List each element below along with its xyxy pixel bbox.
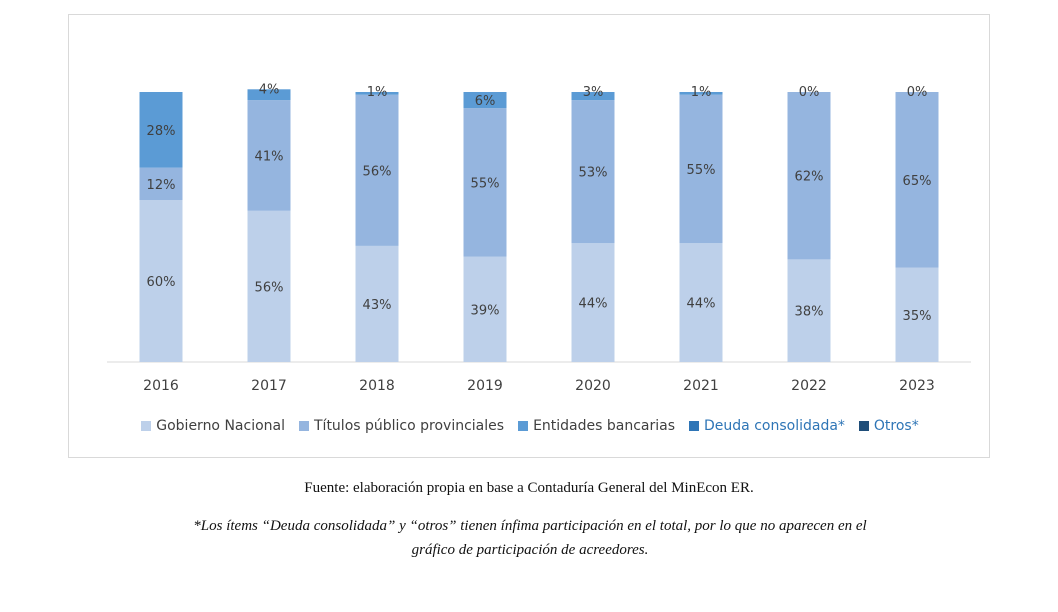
- x-tick-label: 2023: [899, 378, 935, 394]
- bar-segment: [679, 92, 723, 95]
- data-label: 44%: [687, 297, 716, 312]
- legend-item: Deuda consolidada*: [689, 418, 845, 434]
- data-label: 60%: [147, 275, 176, 290]
- bar-segment: [679, 94, 723, 244]
- x-tick-label: 2019: [467, 378, 503, 394]
- bar-segment: [571, 92, 615, 101]
- data-label: 55%: [687, 163, 716, 178]
- bar-segment: [139, 167, 183, 200]
- bar-segment: [463, 108, 507, 257]
- data-label: 44%: [579, 297, 608, 312]
- data-label: 56%: [255, 280, 284, 295]
- x-tick-label: 2017: [251, 378, 287, 394]
- data-label: 62%: [795, 170, 824, 185]
- legend-swatch: [858, 421, 869, 431]
- legend-swatch: [689, 421, 700, 431]
- x-tick-label: 2021: [683, 378, 719, 394]
- stacked-bar-chart: 60% 12% 28% 2016 56% 41% 4% 2017 43% 56% 1% 2018 39%…: [107, 82, 971, 394]
- data-label: 38%: [795, 305, 824, 320]
- legend-label: Gobierno Nacional: [156, 418, 285, 434]
- legend-label: Otros*: [873, 418, 919, 434]
- legend-swatch: [518, 421, 529, 431]
- data-label: 39%: [471, 303, 500, 318]
- chart-legend: Gobierno Nacional Títulos público provinc…: [69, 418, 991, 434]
- legend-item: Gobierno Nacional: [141, 418, 285, 434]
- chart-frame: 60% 12% 28% 2016 56% 41% 4% 2017 43% 56% 1% 2018 39%…: [68, 14, 990, 458]
- bar-segment: [895, 92, 939, 268]
- data-label: 41%: [255, 149, 284, 164]
- bar-segment: [355, 94, 399, 246]
- bar-segment: [679, 243, 723, 362]
- footnote: *Los ítems “Deuda consolidada” y “otros”…: [70, 514, 990, 562]
- data-label: 6%: [475, 94, 496, 109]
- x-tick-label: 2018: [359, 378, 395, 394]
- bar-segment: [787, 92, 831, 260]
- bar-segment: [139, 200, 183, 362]
- legend-swatch: [299, 421, 309, 431]
- bar-segment: [571, 243, 615, 362]
- data-label: 0%: [907, 85, 928, 100]
- data-label: 12%: [147, 178, 176, 193]
- data-label: 56%: [363, 164, 392, 179]
- x-tick-label: 2022: [791, 378, 827, 394]
- data-label: 28%: [147, 124, 176, 139]
- bar-segment: [463, 256, 507, 362]
- x-tick-label: 2020: [575, 378, 611, 394]
- data-label: 3%: [583, 85, 604, 100]
- data-label: 1%: [367, 85, 388, 100]
- data-label: 0%: [799, 85, 820, 100]
- legend-swatch: [141, 421, 152, 431]
- legend-item: Títulos público provinciales: [299, 418, 504, 434]
- bar-segment: [355, 92, 399, 95]
- bar-segment: [139, 92, 183, 168]
- bar-segment: [571, 100, 615, 244]
- footnote-line-2: gráfico de participación de acreedores.: [411, 542, 649, 558]
- bar-segment: [247, 210, 291, 362]
- legend-item: Otros*: [858, 418, 919, 434]
- data-label: 4%: [259, 82, 280, 97]
- bar-segment: [895, 267, 939, 362]
- data-label: 65%: [903, 174, 932, 189]
- data-label: 53%: [579, 166, 608, 181]
- bar-segment: [355, 245, 399, 362]
- bar-segment: [247, 100, 291, 211]
- legend-label: Deuda consolidada*: [704, 418, 845, 434]
- legend-item: Entidades bancarias: [518, 418, 675, 434]
- footnote-line-1: *Los ítems “Deuda consolidada” y “otros”…: [193, 518, 867, 534]
- bar-segment: [463, 92, 507, 109]
- source-caption: Fuente: elaboración propia en base a Con…: [304, 480, 754, 496]
- legend-label: Títulos público provinciales: [314, 418, 505, 434]
- data-label: 43%: [363, 298, 392, 313]
- data-label: 1%: [691, 85, 712, 100]
- data-label: 55%: [471, 176, 500, 191]
- x-tick-label: 2016: [143, 378, 179, 394]
- legend-label: Entidades bancarias: [533, 418, 676, 434]
- bar-segment: [787, 259, 831, 362]
- data-label: 35%: [903, 309, 932, 324]
- bar-segment: [247, 89, 291, 101]
